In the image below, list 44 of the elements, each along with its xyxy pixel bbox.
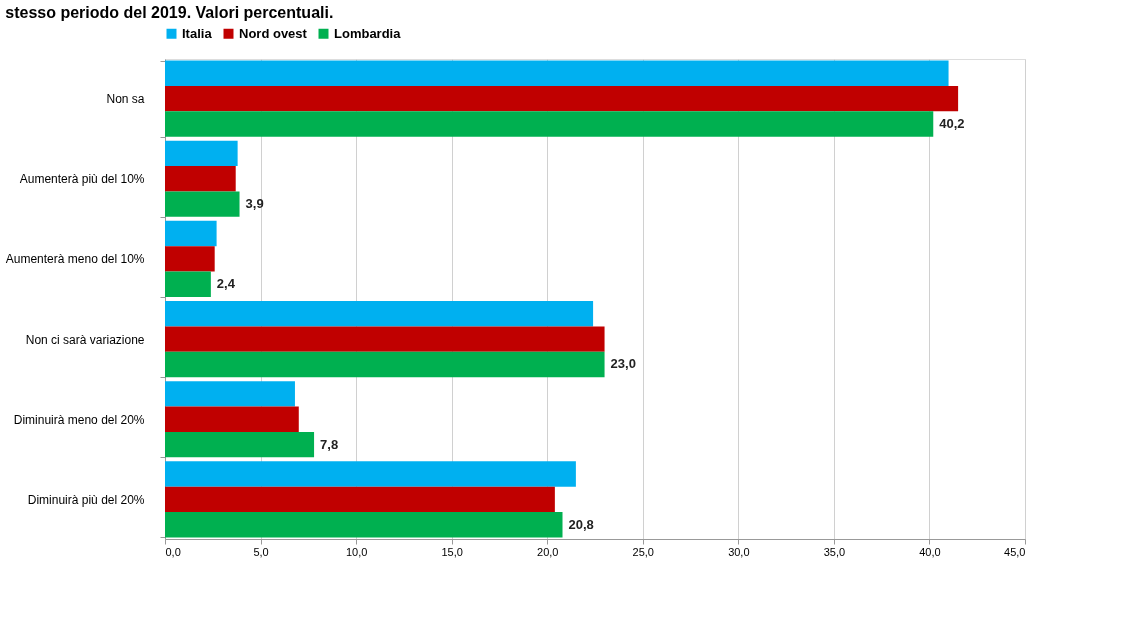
bar [165,512,563,538]
bar [165,431,315,458]
x-tick-label: 25,0 [632,545,654,558]
chart-title: stesso periodo del 2019. Valori percentuali. [5,4,334,21]
data-label: 3,9 [245,196,264,212]
bar [165,166,236,192]
y-tick-label: Diminuirà più del 20% [27,492,145,507]
x-tick-label: 40,0 [919,545,941,558]
x-tick-label: 15,0 [441,545,463,558]
bar [165,486,555,513]
y-tick-label: Aumenterà meno del 10% [5,252,145,267]
x-tick-label: 5,0 [253,545,269,558]
y-tick-label: Non ci sarà variazione [25,332,145,347]
bar [165,246,215,272]
data-label: 40,2 [939,116,965,132]
y-tick-label: Aumenterà più del 10% [19,172,145,187]
x-tick-label: 10,0 [345,545,368,558]
y-tick-label: Diminuirà meno del 20% [13,412,145,427]
x-tick-label: 30,0 [728,545,750,558]
bar [165,461,576,487]
bar [165,140,238,167]
legend-label: Lombardia [334,25,402,41]
bar [165,111,934,137]
bar [165,85,959,112]
x-tick-label: 0,0 [165,545,181,558]
bar [165,220,217,247]
bar [165,351,605,378]
legend-label: Nord ovest [239,25,308,41]
x-tick-label: 35,0 [823,545,846,558]
bar [165,326,605,352]
data-label: 7,8 [320,436,339,452]
data-label: 2,4 [216,276,236,292]
bar [165,406,299,432]
data-label: 23,0 [610,356,636,372]
x-tick-label: 20,0 [537,545,559,558]
bar [165,301,594,327]
x-tick-label: 45,0 [1004,545,1026,558]
bar [165,191,240,217]
bar [165,381,295,407]
y-tick-label: Non sa [106,92,145,107]
bar [165,60,949,86]
data-label: 20,8 [568,516,594,532]
legend-label: Italia [182,25,213,41]
bar [165,271,211,297]
